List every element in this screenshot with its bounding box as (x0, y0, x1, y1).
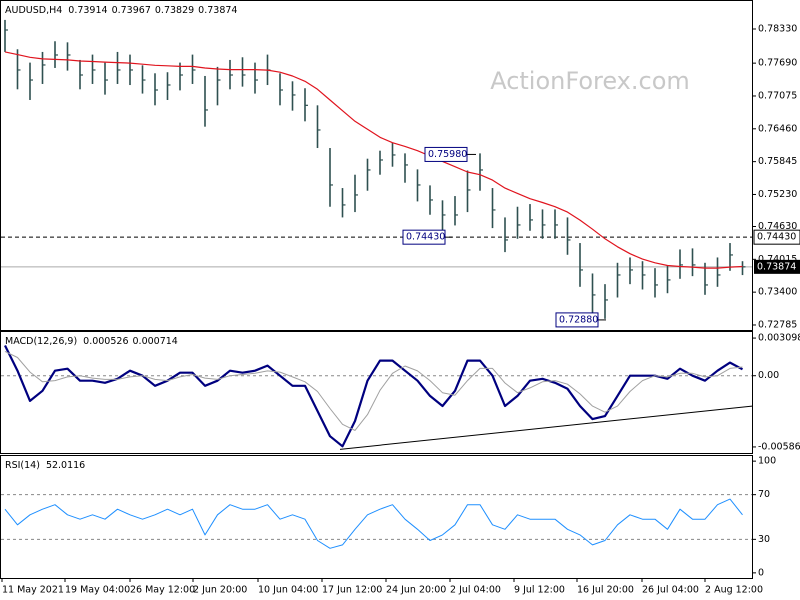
x-tick-label: 17 Jun 12:00 (322, 585, 382, 596)
title-value: 0.73967 (112, 5, 151, 16)
y-tick-label: 0.72785 (758, 319, 797, 330)
x-tick-label: 24 Jun 20:00 (386, 585, 446, 596)
y-tick-label: 0.77075 (758, 90, 797, 101)
panel-frame (0, 0, 753, 331)
panel-frame (0, 331, 753, 454)
y-tick-label: 100 (758, 456, 776, 467)
panel-title: AUDUSD,H4 0.73914 0.73967 0.73829 0.73874 (5, 5, 237, 16)
last-price-label: 0.73874 (757, 261, 796, 272)
title-name: MACD(12,26,9) (5, 336, 77, 347)
y-tick-label: -0.005861 (758, 441, 800, 452)
trendline (339, 405, 753, 450)
y-tick-label: 0 (758, 567, 764, 578)
title-value: 0.000526 (83, 336, 128, 347)
annotation-label: 0.75980 (428, 149, 467, 160)
annotation-box (424, 146, 468, 162)
y-tick-label: 0.74630 (758, 221, 797, 232)
x-tick-label: 16 Jul 20:00 (577, 585, 634, 596)
annotation-box (555, 312, 599, 328)
last-price-box (754, 259, 800, 274)
x-tick-label: 26 Jul 04:00 (642, 585, 699, 596)
annotation-label: 0.74430 (406, 232, 445, 243)
y-tick-label: 0.74015 (758, 254, 797, 265)
y-tick-label: 0.78330 (758, 23, 797, 34)
indicator-line (4, 498, 743, 549)
panel-title: MACD(12,26,9) 0.000526 0.000714 (5, 336, 178, 347)
y-tick-label: 0.75845 (758, 156, 797, 167)
x-tick-label: 19 May 04:00 (65, 585, 130, 596)
annotation-box (402, 229, 446, 245)
panel-title: RSI(14) 52.0116 (5, 460, 85, 471)
panel-frame (0, 455, 753, 579)
title-value: 52.0116 (46, 460, 85, 471)
y-tick-label: 0.77690 (758, 58, 797, 69)
y-tick-label: 0.76460 (758, 123, 797, 134)
moving-average (4, 51, 743, 269)
annotation-label: 0.72880 (559, 314, 598, 325)
title-name: RSI(14) (5, 460, 40, 471)
y-tick-label: 0.73400 (758, 287, 797, 298)
level-label: 0.74430 (757, 232, 796, 243)
title-value: 0.73914 (68, 5, 107, 16)
x-tick-label: 10 Jun 04:00 (258, 585, 318, 596)
y-tick-label: 0.00 (758, 370, 779, 381)
indicator-line (4, 345, 744, 448)
y-tick-label: 0.003098 (758, 333, 800, 344)
level-label-box (753, 229, 800, 245)
x-tick-label: 9 Jul 12:00 (514, 585, 565, 596)
y-tick-label: 30 (758, 534, 770, 545)
x-tick-label: 2 Jul 04:00 (450, 585, 501, 596)
title-value: 0.73874 (198, 5, 237, 16)
y-tick-label: 0.75230 (758, 189, 797, 200)
title-name: AUDUSD,H4 (5, 5, 62, 16)
y-tick-label: 70 (758, 489, 770, 500)
x-tick-label: 2 Jun 20:00 (193, 585, 247, 596)
indicator-line (4, 350, 743, 431)
title-value: 0.73829 (155, 5, 194, 16)
watermark: ActionForex.com (490, 67, 690, 95)
x-tick-label: 2 Aug 12:00 (705, 585, 763, 596)
x-tick-label: 26 May 12:00 (130, 585, 195, 596)
title-value: 0.000714 (133, 336, 178, 347)
x-tick-label: 11 May 2021 (2, 585, 64, 596)
